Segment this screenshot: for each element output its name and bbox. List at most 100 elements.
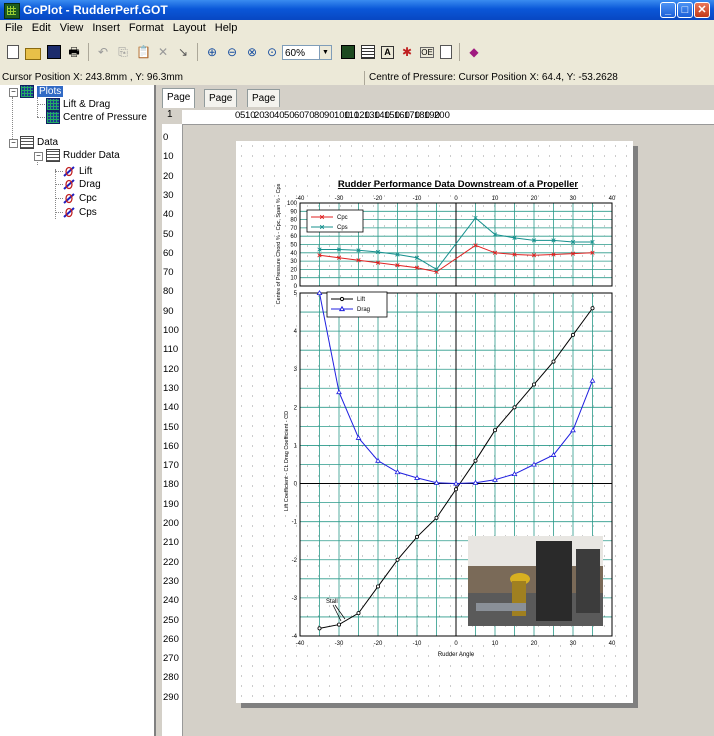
y-tick-label: 3 <box>294 367 298 373</box>
table-icon[interactable] <box>361 45 375 59</box>
chevron-down-icon[interactable]: ▼ <box>320 44 332 60</box>
y-tick-label: 4 <box>294 329 298 335</box>
title-bar[interactable]: GoPlot - RudderPerf.GOT _ □ ✕ <box>0 0 714 20</box>
vertical-ruler: 0 10 20 30 40 50 60 70 80 90 100 110 120 130 140 150 160… <box>162 124 183 736</box>
picture-icon[interactable]: ✱ <box>401 45 413 59</box>
undo-icon[interactable]: ↶ <box>97 45 109 59</box>
tab-page-1[interactable]: Page 1 <box>162 88 196 120</box>
data-point <box>356 258 361 263</box>
tree-item-lift[interactable]: Lift <box>63 165 92 178</box>
legend-label: Cpc <box>337 215 348 221</box>
toolbar-separator <box>197 43 198 61</box>
page-icon[interactable] <box>440 45 452 59</box>
table-icon <box>46 149 60 162</box>
data-point <box>375 249 381 255</box>
tree-item-rudder-data[interactable]: Rudder Data <box>46 149 120 162</box>
zoom-fit-icon[interactable]: ⊙ <box>266 45 278 59</box>
ruler-label: 80 <box>314 110 325 121</box>
tree-item-data[interactable]: Data <box>20 136 58 149</box>
tree-item-cps[interactable]: Cps <box>63 206 97 219</box>
menu-help[interactable]: Help <box>214 22 238 34</box>
legend-label: Cps <box>337 225 348 231</box>
maximize-button[interactable]: □ <box>677 2 693 18</box>
toolbar-separator <box>88 43 89 61</box>
page-sheet[interactable]: Rudder Performance Data Downstream of a … <box>236 141 633 703</box>
ruler-label: 260 <box>163 633 179 645</box>
data-point <box>531 238 537 243</box>
data-point <box>336 255 342 260</box>
ruler-label: 90 <box>163 305 174 317</box>
plot-icon <box>46 111 60 124</box>
data-point <box>434 515 439 520</box>
series-icon <box>63 207 75 218</box>
toolbar: 🖶 ↶ ⎘ 📋 ✕ ↘ ⊕ ⊖ ⊗ ⊙ 60% ▼ A ✱ OE ◆ <box>0 37 714 72</box>
tab-page-3[interactable]: Page 3 <box>247 89 281 121</box>
ole-object-icon[interactable]: OE <box>420 46 434 58</box>
open-folder-icon[interactable] <box>25 47 41 60</box>
tree-item-lift-drag[interactable]: Lift & Drag <box>46 98 110 111</box>
menu-edit[interactable]: Edit <box>31 22 51 34</box>
ruler-label: 170 <box>404 110 420 121</box>
tab-page-2[interactable]: Page 2 <box>204 89 238 121</box>
menu-insert[interactable]: Insert <box>92 22 120 34</box>
collapse-rudder-data-button[interactable]: − <box>34 152 43 161</box>
series-icon <box>63 179 75 190</box>
ruler-label: 40 <box>163 209 174 221</box>
data-point <box>511 471 518 477</box>
lift-drag-chart[interactable]: -40 -30 -20 -10 0 10 20 30 40543210-1-2-3-4LiftD… <box>284 290 616 658</box>
data-point <box>589 377 596 383</box>
delete-icon[interactable]: ↘ <box>177 45 189 59</box>
data-point <box>570 427 576 433</box>
cut-icon[interactable]: ✕ <box>157 45 169 59</box>
new-file-icon[interactable] <box>7 45 19 59</box>
menu-file[interactable]: File <box>5 22 23 34</box>
collapse-data-button[interactable]: − <box>9 139 18 148</box>
collapse-plots-button[interactable]: − <box>9 88 18 97</box>
data-point <box>551 252 556 257</box>
ruler-label: 110 <box>163 344 179 356</box>
zoom-in-icon[interactable]: ⊕ <box>206 45 218 59</box>
chart-icon[interactable] <box>341 45 355 59</box>
tree-item-drag[interactable]: Drag <box>63 178 101 191</box>
minimize-button[interactable]: _ <box>660 2 676 18</box>
x-tick-label: -10 <box>413 196 422 202</box>
zoom-input[interactable]: 60% <box>282 44 320 60</box>
data-point <box>492 250 498 255</box>
menu-view[interactable]: View <box>59 22 84 34</box>
ruler-label: 240 <box>163 595 179 607</box>
y-tick-label: -3 <box>292 596 298 602</box>
y-tick-label: -2 <box>292 558 298 564</box>
ruler-label: 160 <box>394 110 410 121</box>
x-tick-label: 30 <box>570 641 577 647</box>
zoom-out-icon[interactable]: ⊖ <box>226 45 238 59</box>
tree-item-centre-of-pressure[interactable]: Centre of Pressure <box>46 111 147 124</box>
text-icon[interactable]: A <box>381 45 394 59</box>
data-point <box>375 457 381 463</box>
close-button[interactable]: ✕ <box>694 2 710 18</box>
ruler-label: 180 <box>414 110 430 121</box>
project-tree: − Plots Lift & Drag Centre of Pressure −… <box>0 85 156 736</box>
centre-of-pressure-chart[interactable]: -40 -30 -20 -10 0 10 20 30 401009080706050403020… <box>276 183 616 304</box>
annotation-leader <box>334 604 346 620</box>
menu-layout[interactable]: Layout <box>172 22 206 34</box>
paste-icon[interactable]: 📋 <box>136 45 151 59</box>
data-point <box>473 243 478 248</box>
data-point <box>394 469 401 475</box>
copy-icon[interactable]: ⎘ <box>118 45 128 59</box>
book-icon[interactable]: ◆ <box>469 45 479 59</box>
ruler-label: 80 <box>163 286 174 298</box>
menu-format[interactable]: Format <box>128 22 164 34</box>
ruler-label: 50 <box>284 110 295 121</box>
x-tick-label: -40 <box>296 641 305 647</box>
data-point <box>492 476 498 482</box>
zoom-window-icon[interactable]: ⊗ <box>246 45 258 59</box>
horizontal-ruler: 0 5 10 20 30 40 50 60 70 80 90 100 110 120 130 140 150 16… <box>182 110 714 125</box>
data-point <box>433 479 440 485</box>
y-tick-label: 100 <box>287 201 298 207</box>
chart-area[interactable]: Rudder Performance Data Downstream of a … <box>236 141 633 703</box>
save-icon[interactable] <box>47 45 61 59</box>
tree-item-plots[interactable]: Plots <box>20 85 64 98</box>
print-icon[interactable]: 🖶 <box>68 45 80 59</box>
tree-item-cpc[interactable]: Cpc <box>63 192 97 205</box>
ruler-label: 140 <box>163 402 179 414</box>
